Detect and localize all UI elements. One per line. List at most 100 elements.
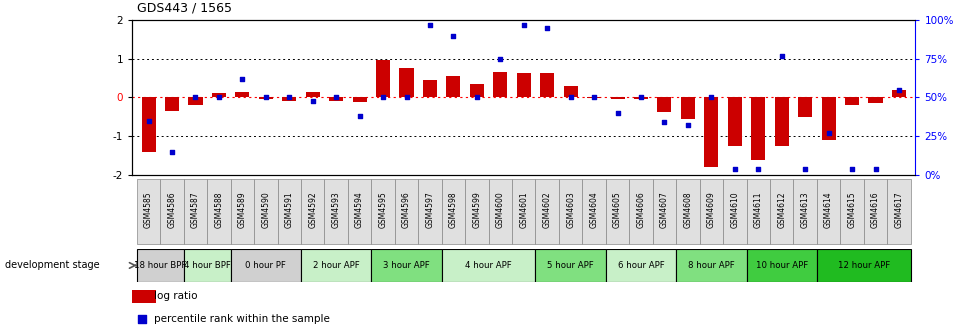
Text: GSM4616: GSM4616 xyxy=(870,191,879,228)
Point xyxy=(586,95,601,100)
Bar xyxy=(727,97,741,146)
Text: percentile rank within the sample: percentile rank within the sample xyxy=(154,314,330,325)
Bar xyxy=(605,179,629,244)
Text: GSM4586: GSM4586 xyxy=(167,191,176,228)
Bar xyxy=(399,69,413,97)
Bar xyxy=(769,179,792,244)
Bar xyxy=(211,93,226,97)
Text: GSM4593: GSM4593 xyxy=(332,191,340,228)
Bar xyxy=(352,97,367,102)
Text: GSM4600: GSM4600 xyxy=(495,191,505,228)
Bar xyxy=(493,72,507,97)
Bar xyxy=(160,179,184,244)
Bar xyxy=(792,179,816,244)
Point xyxy=(633,95,648,100)
Text: GSM4595: GSM4595 xyxy=(378,191,387,228)
Text: GSM4609: GSM4609 xyxy=(706,191,715,228)
Point xyxy=(750,166,766,171)
Point xyxy=(134,294,150,299)
Text: log ratio: log ratio xyxy=(154,291,198,301)
Point xyxy=(609,110,625,116)
Bar xyxy=(680,97,694,119)
Point xyxy=(164,149,180,154)
Point xyxy=(773,53,788,58)
Point xyxy=(141,118,156,123)
Text: 8 hour APF: 8 hour APF xyxy=(688,261,734,270)
Bar xyxy=(231,249,300,282)
Point xyxy=(703,95,719,100)
Bar xyxy=(137,179,160,244)
Bar xyxy=(446,76,460,97)
Text: GSM4597: GSM4597 xyxy=(425,191,434,228)
Bar xyxy=(441,249,535,282)
Bar xyxy=(188,97,202,105)
Point xyxy=(796,166,812,171)
Text: 3 hour APF: 3 hour APF xyxy=(382,261,429,270)
Text: 2 hour APF: 2 hour APF xyxy=(313,261,359,270)
Text: GSM4614: GSM4614 xyxy=(823,191,832,228)
Bar xyxy=(816,249,910,282)
Point xyxy=(375,95,390,100)
Point xyxy=(727,166,742,171)
Bar xyxy=(376,60,389,97)
Bar xyxy=(886,179,910,244)
Point xyxy=(351,113,367,119)
Text: GSM4588: GSM4588 xyxy=(214,191,223,228)
Bar xyxy=(278,179,300,244)
Bar xyxy=(137,249,184,282)
Bar xyxy=(676,179,699,244)
Text: GSM4611: GSM4611 xyxy=(753,191,762,228)
Bar xyxy=(629,179,652,244)
Bar xyxy=(300,249,371,282)
Text: GSM4605: GSM4605 xyxy=(612,191,621,228)
Point xyxy=(890,87,906,92)
Point xyxy=(188,95,203,100)
Bar xyxy=(347,179,371,244)
Text: GSM4592: GSM4592 xyxy=(308,191,317,228)
Point xyxy=(258,95,274,100)
Bar xyxy=(165,97,179,111)
Text: GSM4610: GSM4610 xyxy=(730,191,738,228)
Bar xyxy=(184,179,207,244)
Bar xyxy=(282,97,296,101)
Point xyxy=(235,76,250,82)
Bar xyxy=(535,179,558,244)
Bar xyxy=(231,179,254,244)
Bar xyxy=(610,97,624,99)
Point xyxy=(492,56,508,61)
Point xyxy=(468,95,484,100)
Point xyxy=(445,33,461,38)
Point xyxy=(867,166,882,171)
Bar xyxy=(699,179,723,244)
Bar xyxy=(797,97,812,117)
Bar xyxy=(676,249,746,282)
Point xyxy=(820,130,835,136)
Text: 5 hour APF: 5 hour APF xyxy=(547,261,594,270)
Bar xyxy=(511,179,535,244)
Text: GSM4613: GSM4613 xyxy=(800,191,809,228)
Bar xyxy=(441,179,465,244)
Text: GSM4590: GSM4590 xyxy=(261,191,270,228)
Bar xyxy=(587,97,600,98)
Bar xyxy=(254,179,278,244)
Text: GSM4615: GSM4615 xyxy=(847,191,856,228)
Bar xyxy=(394,179,418,244)
Bar xyxy=(839,179,863,244)
Text: GSM4596: GSM4596 xyxy=(402,191,411,228)
Bar xyxy=(844,97,859,105)
Text: GSM4604: GSM4604 xyxy=(589,191,598,228)
Text: GSM4617: GSM4617 xyxy=(894,191,903,228)
Bar xyxy=(235,92,249,97)
Text: GSM4589: GSM4589 xyxy=(238,191,246,228)
Point xyxy=(328,95,343,100)
Text: development stage: development stage xyxy=(5,260,100,270)
Bar xyxy=(469,84,483,97)
Text: GDS443 / 1565: GDS443 / 1565 xyxy=(137,1,232,14)
Text: GSM4598: GSM4598 xyxy=(449,191,458,228)
Bar xyxy=(535,249,605,282)
Text: 4 hour APF: 4 hour APF xyxy=(465,261,511,270)
Bar xyxy=(422,80,436,97)
Bar xyxy=(863,179,886,244)
Text: GSM4602: GSM4602 xyxy=(542,191,552,228)
Bar xyxy=(703,97,718,167)
